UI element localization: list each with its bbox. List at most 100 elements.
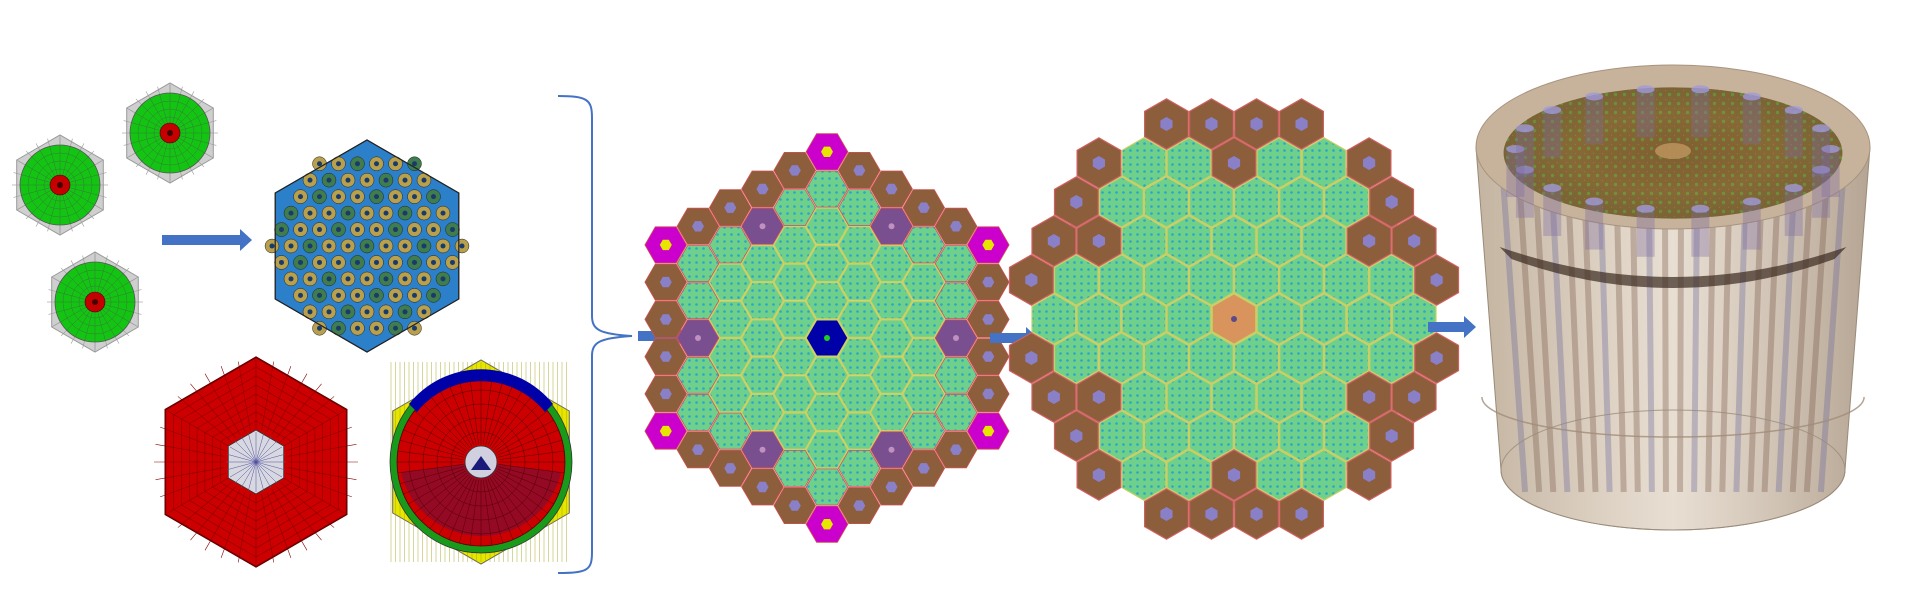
vessel-fuel-assembly — [1256, 293, 1302, 345]
vessel-fuel-assembly — [1166, 293, 1212, 345]
vessel-fuel-assembly — [1391, 293, 1437, 345]
core-fuel-assembly — [773, 189, 817, 227]
vessel-fuel-assembly — [1301, 215, 1347, 267]
core-fuel-assembly — [902, 300, 946, 338]
cylinder-rod-cap — [1585, 197, 1604, 206]
vessel-fuel-assembly — [1211, 371, 1257, 423]
right-arrow-icon — [1428, 316, 1476, 338]
core-fuel-assembly — [805, 468, 849, 506]
core-fuel-assembly — [676, 245, 720, 283]
core-fuel-assembly — [902, 226, 946, 264]
core-fuel-assembly — [837, 226, 881, 264]
core-fuel-assembly — [805, 207, 849, 245]
core-fuel-assembly — [708, 263, 752, 301]
core-fuel-assembly — [805, 170, 849, 208]
vessel-fuel-assembly — [1211, 215, 1257, 267]
pin-cell — [12, 134, 108, 236]
core-fuel-assembly — [708, 338, 752, 376]
vessel-fuel-assembly — [1121, 449, 1167, 501]
core-fuel-assembly — [708, 375, 752, 413]
core-fuel-assembly — [773, 226, 817, 264]
core-fuel-assembly — [740, 356, 785, 394]
cylinder-rod — [1747, 186, 1765, 493]
core-fuel-assembly — [740, 319, 785, 357]
core-fuel-assembly — [773, 338, 817, 376]
vessel-fuel-assembly — [1324, 254, 1370, 306]
right-curly-brace-icon — [557, 95, 633, 574]
vessel-fuel-assembly — [1324, 176, 1370, 228]
vessel-fuel-assembly — [1256, 449, 1302, 501]
vessel-fuel-assembly — [1166, 371, 1212, 423]
vessel-fuel-assembly — [1143, 176, 1189, 228]
cylinder-rod-cap — [1543, 184, 1562, 193]
vessel-fuel-assembly — [1188, 176, 1234, 228]
vessel-fuel-assembly — [1143, 410, 1189, 462]
right-arrow-icon — [162, 229, 252, 251]
extruded-3d-core-mesh — [1475, 64, 1871, 531]
core-fuel-assembly — [837, 263, 881, 301]
core-fuel-assembly — [740, 393, 785, 432]
core-fuel-assembly — [869, 393, 914, 432]
core-fuel-assembly — [902, 375, 946, 413]
core-fuel-assembly — [934, 356, 978, 394]
core-fuel-assembly — [773, 300, 817, 338]
vessel-fuel-assembly — [1256, 137, 1302, 189]
cylinder-rod-cap — [1691, 85, 1710, 94]
cylinder-rod-cap — [1636, 85, 1655, 94]
vessel-fuel-assembly — [1053, 332, 1099, 384]
cylinder-rod-cap — [1543, 105, 1562, 114]
vessel-fuel-assembly — [1279, 332, 1325, 384]
cylinder-rod-cap — [1821, 145, 1840, 153]
core-fuel-assembly — [708, 300, 752, 338]
vessel-fuel-assembly — [1143, 254, 1189, 306]
vessel-fuel-assembly — [1166, 137, 1212, 189]
core-fuel-assembly — [805, 431, 849, 469]
cylinder-rod — [1691, 186, 1701, 493]
vessel-fuel-assembly — [1234, 254, 1280, 306]
core-fuel-assembly — [837, 375, 881, 413]
assembly-mesh — [264, 139, 470, 353]
core-fuel-assembly — [708, 226, 752, 264]
vessel-fuel-assembly — [1234, 332, 1280, 384]
vessel-fuel-assembly — [1121, 293, 1167, 345]
vessel-fuel-assembly — [1188, 332, 1234, 384]
core-fuel-assembly — [869, 356, 914, 394]
vessel-fuel-assembly — [1031, 293, 1077, 345]
control-assembly-mesh — [389, 359, 573, 565]
core-fuel-assembly — [773, 449, 817, 487]
core-fuel-assembly — [740, 244, 785, 283]
arrow-shape — [1428, 316, 1476, 338]
core-fuel-assembly — [805, 244, 849, 283]
vessel-fuel-assembly — [1324, 410, 1370, 462]
cylinder-rod-cap — [1585, 92, 1604, 101]
pin-cell — [122, 82, 218, 184]
core-fuel-assembly — [773, 263, 817, 301]
vessel-fuel-assembly — [1301, 137, 1347, 189]
vessel-fuel-assembly — [1301, 371, 1347, 423]
core-fuel-assembly — [805, 393, 849, 432]
core-fuel-assembly — [773, 375, 817, 413]
cylinder-rod — [1719, 186, 1733, 493]
core-fuel-assembly — [934, 282, 978, 320]
cylinder-rod-cap — [1515, 165, 1534, 174]
brace-path — [557, 95, 633, 574]
cylinder-rod — [1761, 186, 1781, 493]
vessel-fuel-assembly — [1076, 293, 1122, 345]
core-fuel-assembly — [837, 338, 881, 376]
reflector-hex-mesh — [154, 356, 358, 568]
core-with-vessel-mesh — [1008, 98, 1460, 540]
vessel-fuel-assembly — [1188, 410, 1234, 462]
core-fuel-assembly — [676, 282, 720, 320]
vessel-fuel-assembly — [1369, 254, 1415, 306]
cylinder-rod — [1613, 186, 1627, 493]
vessel-fuel-assembly — [1256, 371, 1302, 423]
core-layout-mesh — [644, 133, 1010, 543]
cylinder-rod-cap — [1742, 92, 1761, 101]
vessel-fuel-assembly — [1188, 254, 1234, 306]
cylinder-rod-cap — [1784, 105, 1803, 114]
cylinder-rod-cap — [1784, 184, 1803, 193]
cylinder-rod — [1565, 186, 1585, 493]
pin-cell — [47, 251, 143, 353]
vessel-fuel-assembly — [1346, 293, 1392, 345]
